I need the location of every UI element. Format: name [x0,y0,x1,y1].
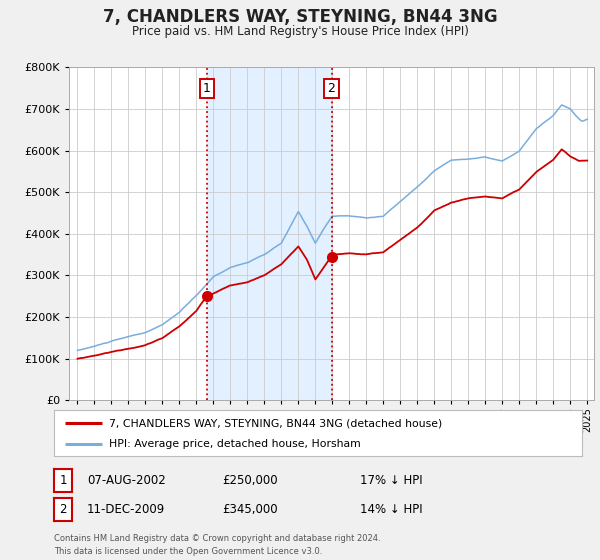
Text: £345,000: £345,000 [222,503,278,516]
Text: 17% ↓ HPI: 17% ↓ HPI [360,474,422,487]
Text: Price paid vs. HM Land Registry's House Price Index (HPI): Price paid vs. HM Land Registry's House … [131,25,469,38]
Text: 11-DEC-2009: 11-DEC-2009 [87,503,165,516]
Text: HPI: Average price, detached house, Horsham: HPI: Average price, detached house, Hors… [109,440,361,450]
Text: £250,000: £250,000 [222,474,278,487]
Text: 7, CHANDLERS WAY, STEYNING, BN44 3NG: 7, CHANDLERS WAY, STEYNING, BN44 3NG [103,8,497,26]
Text: 1: 1 [203,82,211,95]
Text: This data is licensed under the Open Government Licence v3.0.: This data is licensed under the Open Gov… [54,547,322,556]
Text: 2: 2 [328,82,335,95]
Text: 07-AUG-2002: 07-AUG-2002 [87,474,166,487]
Text: 2: 2 [59,503,67,516]
Bar [206,67,332,400]
Text: 7, CHANDLERS WAY, STEYNING, BN44 3NG (detached house): 7, CHANDLERS WAY, STEYNING, BN44 3NG (de… [109,418,443,428]
Text: 1: 1 [59,474,67,487]
Text: 14% ↓ HPI: 14% ↓ HPI [360,503,422,516]
Text: Contains HM Land Registry data © Crown copyright and database right 2024.: Contains HM Land Registry data © Crown c… [54,534,380,543]
